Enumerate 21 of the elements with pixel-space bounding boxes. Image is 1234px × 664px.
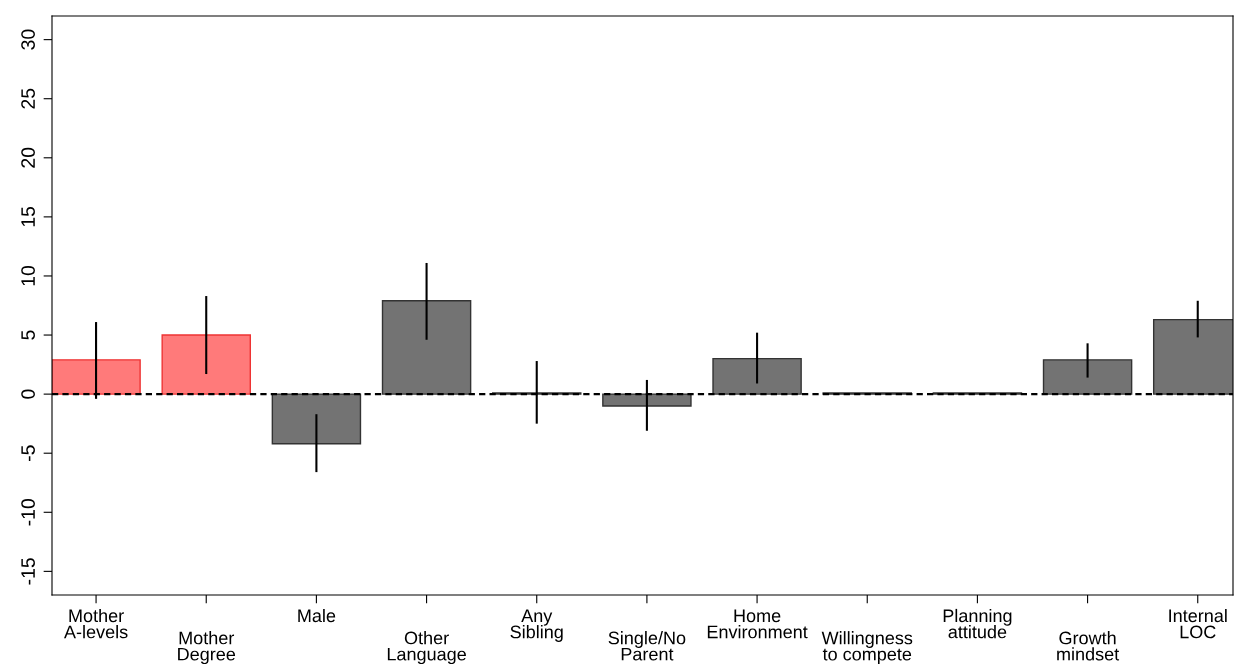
x-tick-label: Internal LOC: [1169, 608, 1227, 639]
x-tick-label: Single/No Parent: [608, 631, 686, 661]
x-tick-label: Planning attitude: [943, 608, 1012, 639]
x-tick-label: Home Environment: [707, 609, 808, 639]
y-tick-label: 20: [21, 147, 35, 168]
y-tick-label: 0: [21, 389, 35, 399]
y-tick-label: 25: [21, 88, 35, 109]
x-tick-label: Growth mindset: [1057, 631, 1120, 661]
x-tick-label: Other Language: [387, 631, 466, 664]
y-tick-label: -10: [21, 498, 35, 526]
y-tick-label: 30: [21, 29, 35, 50]
y-tick-label: -15: [21, 558, 35, 585]
x-tick-label: Any Sibling: [510, 609, 563, 642]
x-tick-label: Mother Degree: [178, 631, 236, 664]
y-tick-label: -5: [21, 445, 35, 461]
x-tick-label: Willingness to compete: [821, 631, 913, 664]
x-tick-label: Mother A-levels: [64, 608, 128, 639]
x-tick-label: Male: [298, 608, 336, 623]
y-tick-label: 15: [21, 206, 35, 227]
y-tick-label: 10: [21, 265, 35, 286]
y-tick-label: 5: [21, 330, 35, 340]
